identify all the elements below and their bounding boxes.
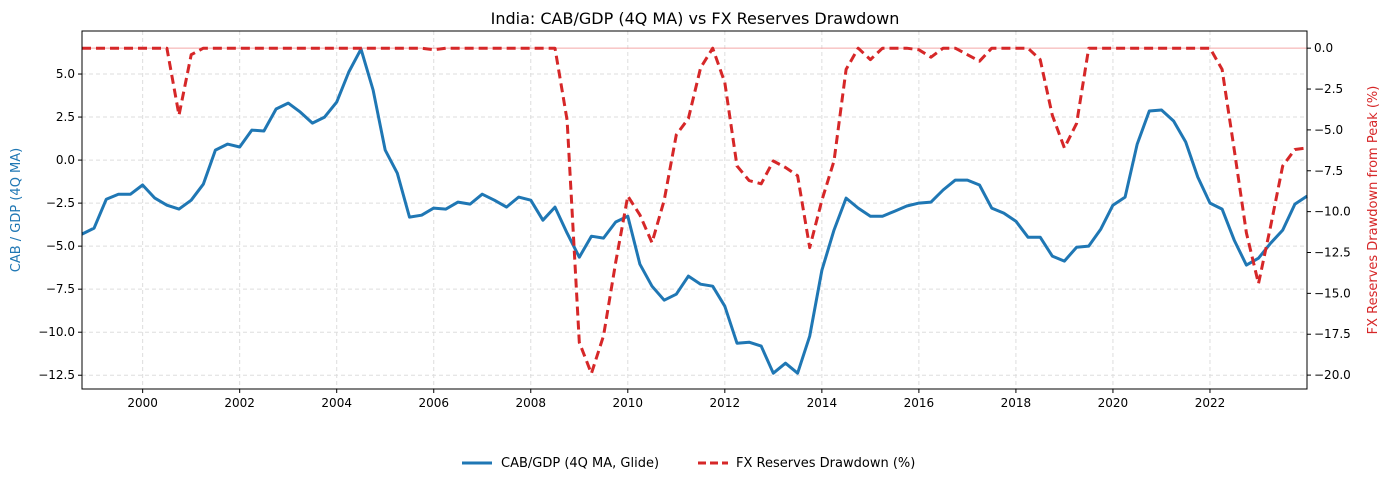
y-right-tick-label: −17.5 <box>1314 327 1351 341</box>
x-tick-label: 2022 <box>1195 396 1226 410</box>
y-axis-left: 5.0 2.5 0.0 −2.5 −5.0 −7.5 −10.0 −12.5 <box>38 67 82 382</box>
y-right-tick-label: −7.5 <box>1314 164 1343 178</box>
y-left-tick-label: −10.0 <box>38 325 75 339</box>
x-tick-label: 2002 <box>224 396 255 410</box>
y-right-tick-label: −5.0 <box>1314 123 1343 137</box>
y-left-tick-label: −2.5 <box>46 196 75 210</box>
x-tick-label: 2010 <box>613 396 644 410</box>
y-left-tick-label: −12.5 <box>38 368 75 382</box>
y-axis-right-label: FX Reserves Drawdown from Peak (%) <box>1366 86 1381 335</box>
y-left-tick-label: −5.0 <box>46 239 75 253</box>
y-right-tick-label: −12.5 <box>1314 246 1351 260</box>
legend-label-cab: CAB/GDP (4Q MA, Glide) <box>501 456 659 471</box>
plot-frame <box>81 30 1308 390</box>
y-right-tick-label: −2.5 <box>1314 82 1343 96</box>
y-left-tick-label: 2.5 <box>56 110 75 124</box>
y-right-tick-label: 0.0 <box>1314 41 1333 55</box>
y-right-tick-label: −15.0 <box>1314 286 1351 300</box>
x-axis: 2000 2002 2004 2006 2008 2010 2012 2014 2016 2018… <box>127 389 1225 410</box>
x-tick-label: 2018 <box>1001 396 1032 410</box>
chart-title: India: CAB/GDP (4Q MA) vs FX Reserves Dr… <box>491 9 900 28</box>
y-right-tick-label: −20.0 <box>1314 368 1351 382</box>
y-axis-right: 0.0 −2.5 −5.0 −7.5 −10.0 −12.5 −15.0 −17.5 −20.0 <box>1307 41 1351 382</box>
y-left-tick-label: 5.0 <box>56 67 75 81</box>
legend: CAB/GDP (4Q MA, Glide) FX Reserves Drawd… <box>462 456 915 471</box>
x-tick-label: 2000 <box>127 396 158 410</box>
x-tick-label: 2006 <box>418 396 449 410</box>
legend-label-fx: FX Reserves Drawdown (%) <box>736 456 915 471</box>
cab-gdp-line <box>81 47 1308 375</box>
x-tick-label: 2012 <box>710 396 741 410</box>
y-right-tick-label: −10.0 <box>1314 205 1351 219</box>
grid <box>82 31 1307 389</box>
y-left-tick-label: −7.5 <box>46 282 75 296</box>
x-tick-label: 2008 <box>515 396 546 410</box>
x-tick-label: 2020 <box>1098 396 1129 410</box>
x-tick-label: 2004 <box>321 396 352 410</box>
x-tick-label: 2014 <box>807 396 838 410</box>
y-left-tick-label: 0.0 <box>56 153 75 167</box>
y-axis-left-label: CAB / GDP (4Q MA) <box>9 148 24 272</box>
x-tick-label: 2016 <box>904 396 935 410</box>
fx-drawdown-line <box>82 46 1308 375</box>
series-layer <box>81 46 1308 375</box>
